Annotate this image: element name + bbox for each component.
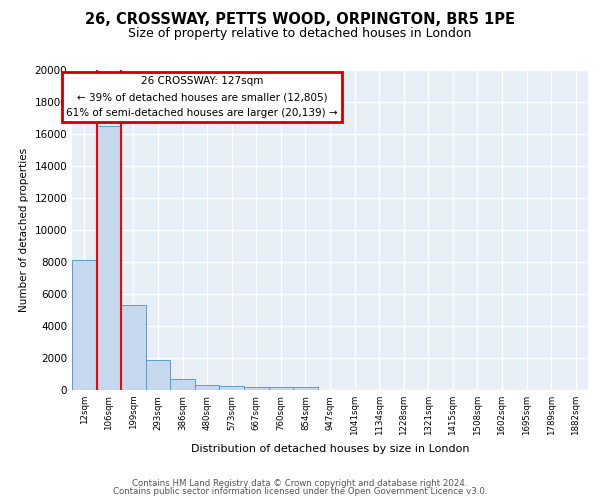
Bar — [146, 360, 170, 390]
Bar — [293, 387, 318, 390]
Y-axis label: Number of detached properties: Number of detached properties — [19, 148, 29, 312]
Text: 26, CROSSWAY, PETTS WOOD, ORPINGTON, BR5 1PE: 26, CROSSWAY, PETTS WOOD, ORPINGTON, BR5… — [85, 12, 515, 28]
Bar — [72, 260, 97, 390]
Bar — [244, 386, 269, 390]
Bar — [121, 305, 146, 390]
X-axis label: Distribution of detached houses by size in London: Distribution of detached houses by size … — [191, 444, 469, 454]
Text: Contains public sector information licensed under the Open Government Licence v3: Contains public sector information licen… — [113, 487, 487, 496]
Bar — [195, 385, 220, 390]
Bar — [170, 379, 195, 390]
Text: Size of property relative to detached houses in London: Size of property relative to detached ho… — [128, 28, 472, 40]
Text: 26 CROSSWAY: 127sqm
← 39% of detached houses are smaller (12,805)
61% of semi-de: 26 CROSSWAY: 127sqm ← 39% of detached ho… — [67, 76, 338, 118]
Bar — [269, 387, 293, 390]
Text: Contains HM Land Registry data © Crown copyright and database right 2024.: Contains HM Land Registry data © Crown c… — [132, 478, 468, 488]
Bar — [97, 126, 121, 390]
Bar — [220, 386, 244, 390]
